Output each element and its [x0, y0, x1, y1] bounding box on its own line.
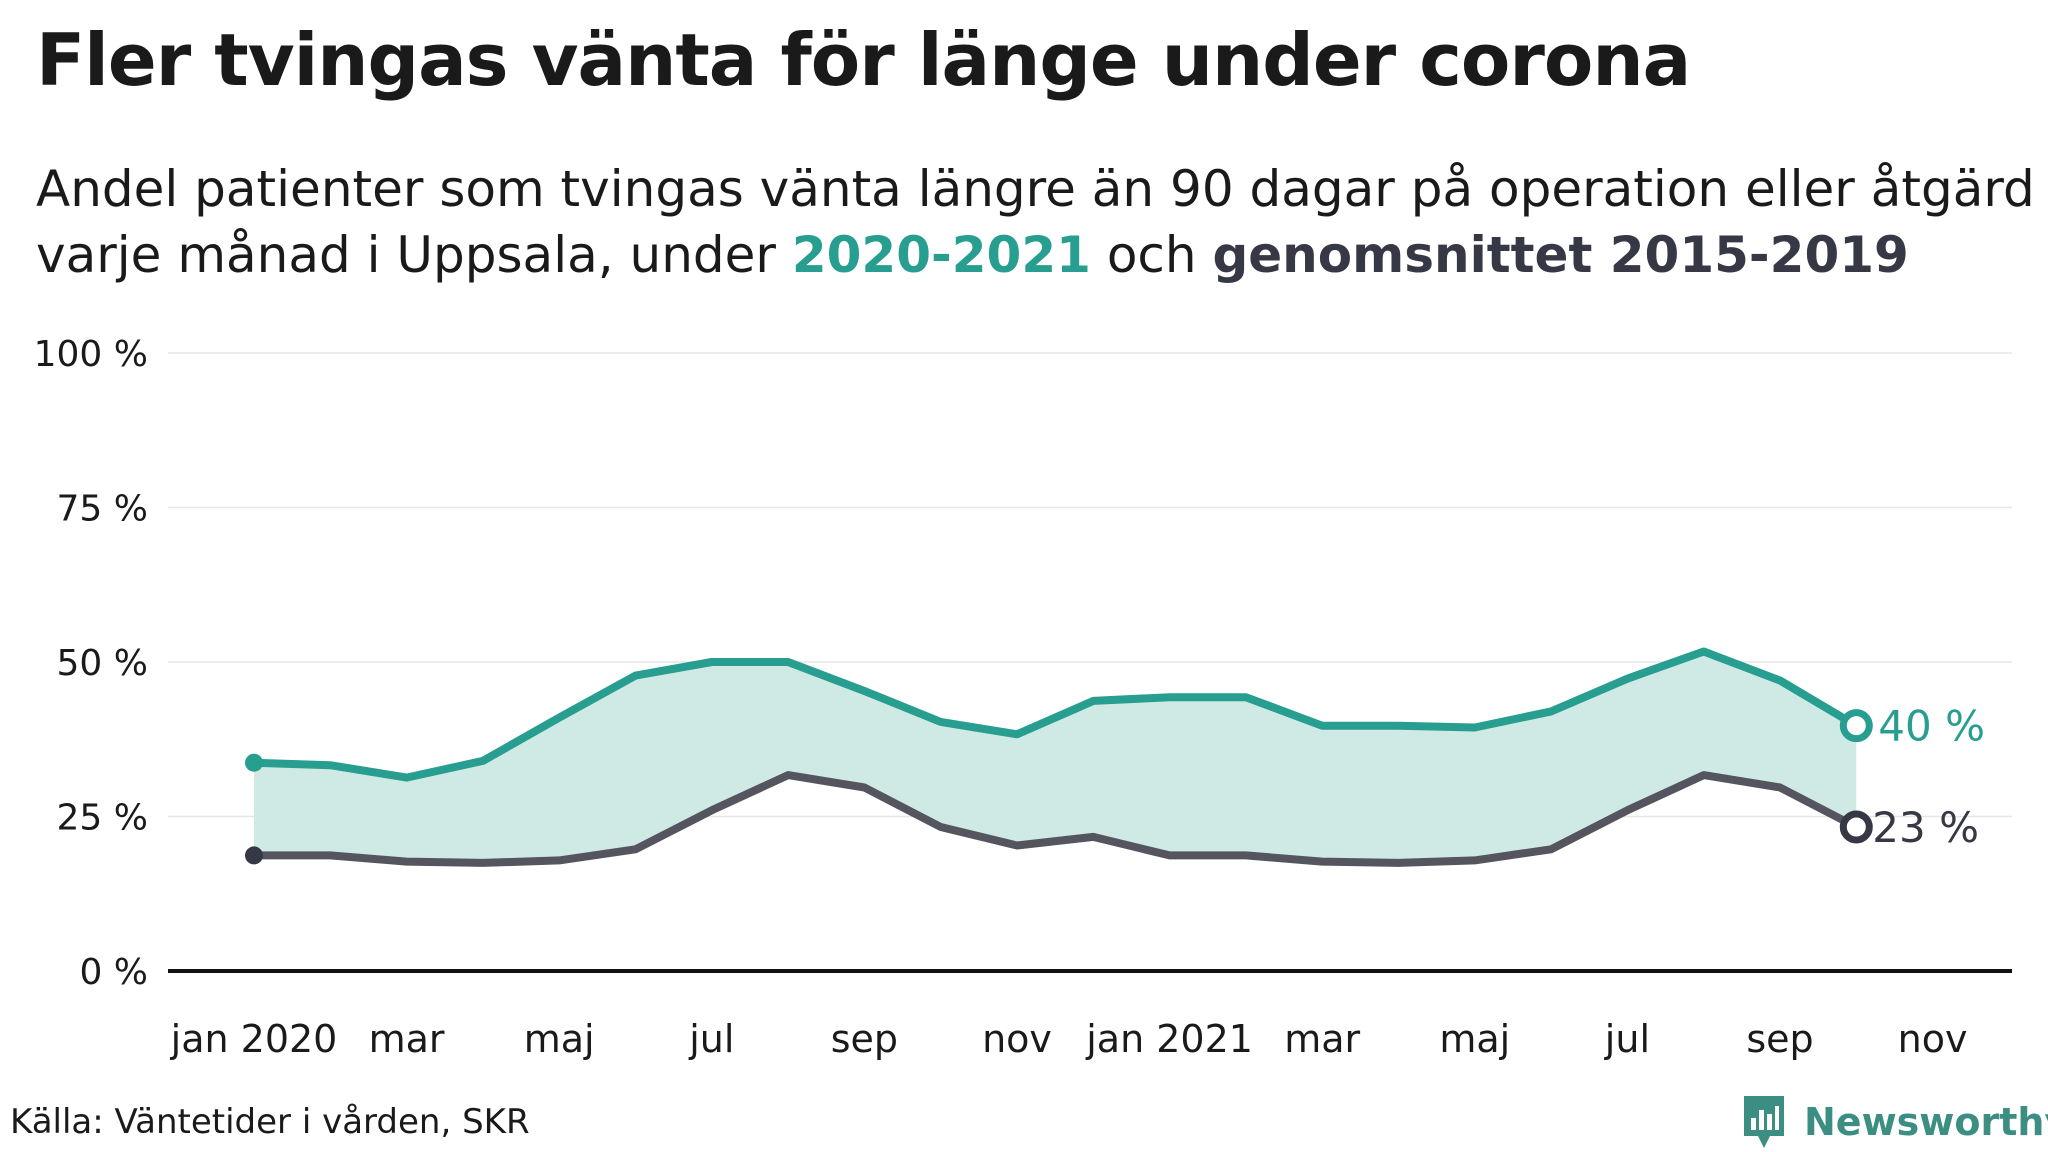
x-tick-label: nov [1898, 1017, 1968, 1061]
series-markers [245, 709, 1873, 865]
subtitle-text-pre: varje månad i Uppsala, under [36, 226, 792, 284]
legend-average-2015-2019: genomsnittet 2015-2019 [1212, 226, 1909, 284]
chart-title: Fler tvingas vänta för länge under coron… [36, 18, 1691, 102]
y-axis-ticks: 0 % 25 % 50 % 75 % 100 % [34, 334, 148, 993]
x-tick-label: maj [524, 1017, 595, 1061]
start-marker-average [245, 846, 263, 865]
brand-logo[interactable]: Newsworthy [1740, 1092, 2048, 1152]
start-marker-2020-2021 [245, 753, 263, 772]
legend-2020-2021: 2020-2021 [791, 226, 1091, 284]
end-label-2020-2021: 40 % [1878, 702, 1985, 751]
brand-name: Newsworthy [1804, 1100, 2048, 1144]
subtitle-line-1: Andel patienter som tvingas vänta längre… [36, 160, 2035, 218]
x-tick-label: jan 2021 [1085, 1017, 1253, 1061]
x-tick-label: mar [1284, 1017, 1360, 1061]
x-tick-label: jul [688, 1017, 734, 1061]
series-line-2020-2021 [250, 647, 1861, 782]
difference-band [254, 651, 1857, 863]
y-tick-label: 75 % [57, 489, 148, 530]
y-tick-label: 25 % [57, 798, 148, 839]
end-marker-average [1839, 810, 1873, 844]
chart-subtitle: Andel patienter som tvingas vänta längre… [36, 156, 2035, 288]
end-marker-2020-2021 [1839, 709, 1873, 743]
subtitle-text-mid: och [1090, 226, 1213, 284]
x-tick-label: sep [831, 1017, 898, 1061]
subtitle-line-2: varje månad i Uppsala, under 2020-2021 o… [36, 222, 2035, 288]
series-line-average [250, 771, 1861, 867]
x-tick-label: jul [1604, 1017, 1650, 1061]
y-tick-label: 50 % [57, 643, 148, 684]
y-tick-label: 100 % [34, 334, 148, 375]
y-tick-label: 0 % [79, 952, 148, 993]
x-tick-label: maj [1439, 1017, 1510, 1061]
x-tick-label: nov [982, 1017, 1052, 1061]
x-tick-label: jan 2020 [170, 1017, 338, 1061]
newsworthy-logo-icon [1744, 1096, 1784, 1148]
x-tick-label: sep [1746, 1017, 1813, 1061]
end-label-average: 23 % [1872, 803, 1979, 852]
source-note: Källa: Väntetider i vården, SKR [10, 1102, 530, 1142]
x-axis-ticks: jan 2020 mar maj jul sep nov jan 2021 mar maj jul… [170, 1017, 1968, 1061]
x-tick-label: mar [369, 1017, 445, 1061]
